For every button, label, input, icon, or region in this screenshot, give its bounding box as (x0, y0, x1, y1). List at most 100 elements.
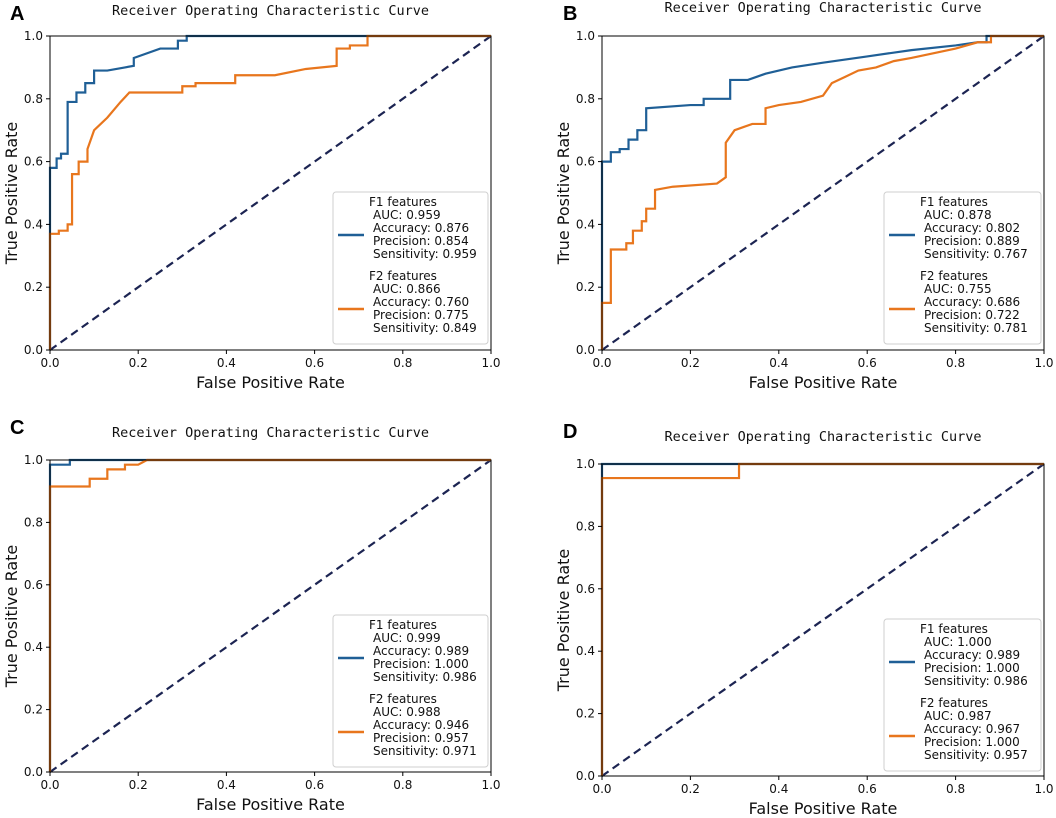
roc-panel-b: B Receiver Operating Characteristic Curve… (554, 0, 1054, 392)
x-tick-label: 1.0 (481, 356, 500, 370)
chart-title: Receiver Operating Characteristic Curve (112, 425, 429, 441)
roc-line-f2 (48, 34, 491, 350)
legend-stat: AUC: 0.988 (373, 705, 441, 719)
legend-stat: Precision: 1.000 (924, 661, 1020, 675)
panel-letter: A (10, 3, 24, 25)
legend-stat: Sensitivity: 0.986 (373, 670, 477, 684)
legend-box (332, 614, 489, 768)
legend-series-name: F2 features (920, 269, 988, 283)
chart-title: Receiver Operating Characteristic Curve (112, 3, 429, 19)
x-tick-label: 1.0 (1034, 782, 1053, 796)
y-tick-label: 0.2 (24, 280, 43, 294)
y-axis-label: True Positive Rate (2, 122, 21, 266)
legend-stat: Accuracy: 0.686 (924, 295, 1020, 309)
legend-stat: Precision: 0.722 (924, 308, 1020, 322)
y-tick-label: 0.0 (576, 769, 595, 783)
legend-stat: Accuracy: 0.876 (373, 221, 469, 235)
y-tick-label: 1.0 (24, 29, 43, 43)
roc-line-f1 (600, 34, 1044, 350)
legend-stat: Precision: 0.889 (924, 234, 1020, 248)
y-tick-label: 0.2 (576, 280, 595, 294)
x-tick-label: 0.8 (393, 356, 412, 370)
x-tick-label: 0.8 (393, 778, 412, 792)
legend-series-name: F1 features (369, 618, 437, 632)
legend-stat: Sensitivity: 0.957 (924, 748, 1028, 762)
y-tick-label: 0.8 (576, 519, 595, 533)
x-tick-label: 0.8 (946, 782, 965, 796)
legend-stat: Accuracy: 0.760 (373, 295, 469, 309)
legend-stat: Accuracy: 0.946 (373, 718, 469, 732)
legend-stat: Sensitivity: 0.971 (373, 744, 477, 758)
y-tick-label: 0.6 (576, 582, 595, 596)
y-tick-label: 1.0 (576, 457, 595, 471)
y-tick-label: 0.4 (576, 644, 595, 658)
axes-frame (49, 35, 492, 351)
y-axis-label: True Positive Rate (2, 545, 21, 689)
y-tick-label: 1.0 (24, 453, 43, 467)
y-tick-label: 0.0 (576, 343, 595, 357)
legend-series-name: F1 features (920, 622, 988, 636)
legend-stat: AUC: 0.878 (924, 208, 992, 222)
legend-stat: Accuracy: 0.989 (924, 648, 1020, 662)
y-tick-label: 0.0 (24, 765, 43, 779)
x-tick-label: 0.0 (592, 356, 611, 370)
legend-stat: Sensitivity: 0.986 (924, 674, 1028, 688)
roc-panel-c: C Receiver Operating Characteristic Curve… (2, 417, 501, 814)
legend-stat: Precision: 0.775 (373, 308, 469, 322)
x-axis-label: False Positive Rate (749, 373, 898, 392)
legend-box (883, 191, 1042, 345)
y-tick-label: 0.2 (576, 707, 595, 721)
y-tick-label: 0.8 (576, 92, 595, 106)
panel-letter: C (10, 417, 24, 439)
legend-stat: Precision: 1.000 (924, 735, 1020, 749)
y-tick-label: 0.6 (576, 155, 595, 169)
legend-series-name: F2 features (369, 692, 437, 706)
roc-panel-a: A Receiver Operating Characteristic Curve… (2, 3, 501, 392)
y-tick-label: 0.8 (24, 92, 43, 106)
legend-stat: AUC: 1.000 (924, 635, 992, 649)
legend-series-name: F2 features (920, 696, 988, 710)
y-axis-label: True Positive Rate (554, 122, 573, 266)
legend-series-name: F1 features (920, 195, 988, 209)
x-tick-label: 0.2 (129, 356, 148, 370)
legend-stat: AUC: 0.755 (924, 282, 992, 296)
y-tick-label: 0.8 (24, 515, 43, 529)
y-tick-label: 0.6 (24, 578, 43, 592)
y-tick-label: 0.6 (24, 155, 43, 169)
y-tick-label: 0.4 (576, 217, 595, 231)
y-axis-label: True Positive Rate (554, 549, 573, 693)
legend-stat: Accuracy: 0.967 (924, 722, 1020, 736)
legend-stat: Sensitivity: 0.849 (373, 321, 477, 335)
legend-stat: AUC: 0.999 (373, 631, 441, 645)
x-tick-label: 0.4 (769, 356, 788, 370)
legend-box (332, 191, 489, 345)
legend-stat: AUC: 0.866 (373, 282, 441, 296)
x-tick-label: 0.4 (217, 778, 236, 792)
x-tick-label: 0.6 (858, 356, 877, 370)
x-axis-label: False Positive Rate (196, 373, 345, 392)
x-tick-label: 1.0 (481, 778, 500, 792)
x-tick-label: 1.0 (1034, 356, 1053, 370)
roc-panel-d: D Receiver Operating Characteristic Curve… (554, 421, 1054, 818)
x-tick-label: 0.0 (40, 778, 59, 792)
roc-line-f2 (600, 34, 1044, 350)
legend-stat: Precision: 0.957 (373, 731, 469, 745)
x-tick-label: 0.6 (305, 356, 324, 370)
panel-letter: D (563, 421, 577, 443)
y-tick-label: 0.0 (24, 343, 43, 357)
axes-frame (601, 463, 1045, 777)
x-tick-label: 0.2 (681, 782, 700, 796)
x-axis-label: False Positive Rate (749, 799, 898, 818)
legend-series-name: F2 features (369, 269, 437, 283)
panel-letter: B (563, 3, 577, 25)
x-tick-label: 0.4 (769, 782, 788, 796)
x-tick-label: 0.2 (681, 356, 700, 370)
x-tick-label: 0.6 (858, 782, 877, 796)
legend-stat: Sensitivity: 0.781 (924, 321, 1028, 335)
legend-box (883, 618, 1042, 772)
roc-line-f1 (48, 34, 491, 350)
